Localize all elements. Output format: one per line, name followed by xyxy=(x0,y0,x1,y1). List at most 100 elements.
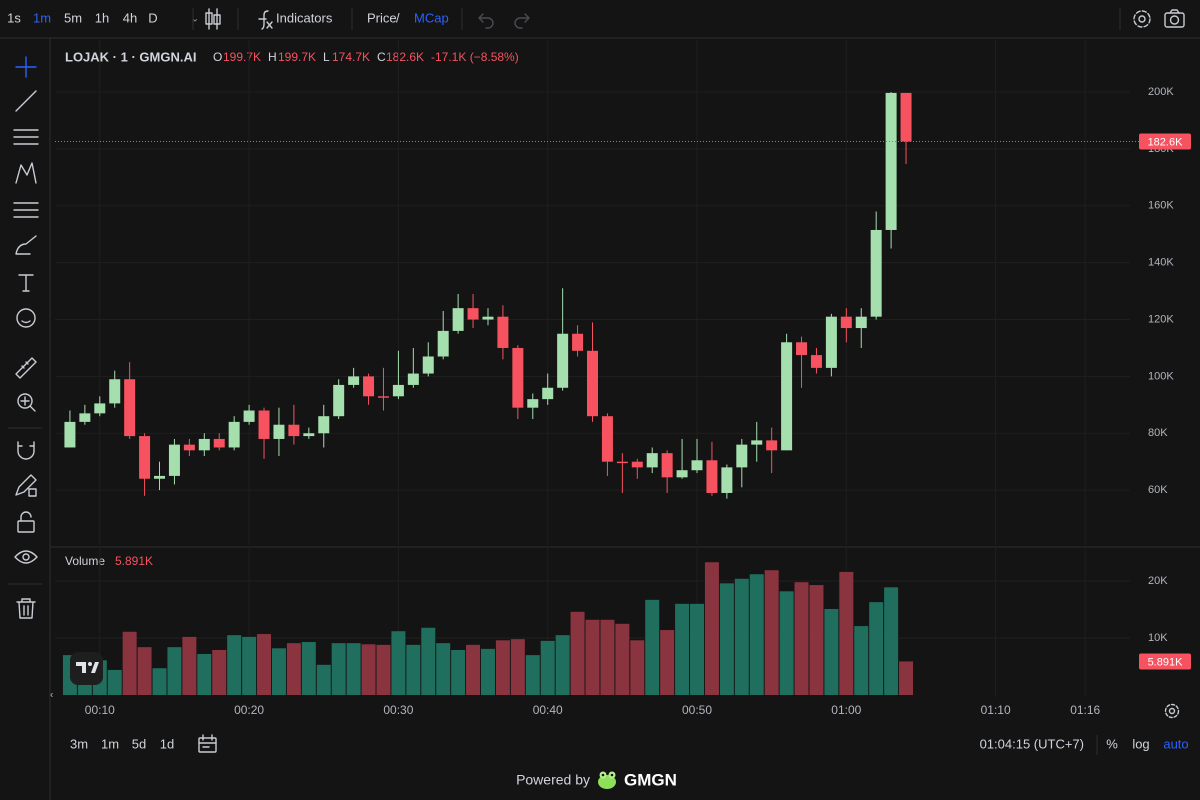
settings-button[interactable] xyxy=(1133,10,1151,28)
volume-bar xyxy=(167,647,182,696)
candle-body xyxy=(542,387,554,400)
interval-button[interactable]: 5m xyxy=(64,10,82,25)
ruler-tool[interactable] xyxy=(15,357,37,379)
volume-bar xyxy=(466,644,481,696)
lock-drawings-tool[interactable] xyxy=(15,474,37,497)
auto-toggle[interactable]: auto xyxy=(1163,736,1188,751)
legend-value: 174.7K xyxy=(332,50,370,64)
candle-body xyxy=(661,453,673,478)
candle-body xyxy=(706,460,718,493)
legend-change: -17.1K (−8.58%) xyxy=(431,50,519,64)
y-tick-label: 80K xyxy=(1148,427,1168,439)
price-toggle[interactable]: Price xyxy=(367,10,397,25)
candle-body xyxy=(168,444,180,476)
text-tool[interactable] xyxy=(18,274,34,292)
indicators-icon[interactable] xyxy=(258,10,273,30)
pattern-tool[interactable] xyxy=(15,162,37,184)
interval-button[interactable]: 1m xyxy=(33,10,51,25)
candle-body xyxy=(601,416,613,462)
log-toggle[interactable]: log xyxy=(1132,736,1149,751)
volume-bar xyxy=(495,640,510,696)
volume-bar xyxy=(331,643,346,696)
volume-bar xyxy=(346,643,361,696)
x-tick-label: 00:30 xyxy=(383,703,413,717)
interval-button[interactable]: 1s xyxy=(7,10,21,25)
trend-line-tool[interactable] xyxy=(15,90,37,112)
zoom-tool[interactable] xyxy=(17,393,36,412)
y-tick-label: 20K xyxy=(1148,575,1168,587)
interval-button[interactable]: D xyxy=(148,10,157,25)
volume-badge xyxy=(1139,653,1191,670)
interval-menu[interactable]: ⌄ xyxy=(191,14,199,25)
range-button[interactable]: 3m xyxy=(70,736,88,751)
interval-button[interactable]: 4h xyxy=(123,10,137,25)
screenshot-button[interactable] xyxy=(1164,9,1185,28)
y-tick-label: 140K xyxy=(1148,257,1174,269)
legend-key: L xyxy=(323,50,330,64)
lock-tool[interactable] xyxy=(17,511,35,533)
hide-tool[interactable] xyxy=(14,550,38,564)
date-range-button[interactable] xyxy=(198,734,217,753)
candle-body xyxy=(407,373,419,385)
undo-button[interactable] xyxy=(478,13,494,29)
tv-logo xyxy=(70,652,103,685)
drawing-toolbar xyxy=(7,37,51,800)
candle-body xyxy=(228,421,240,448)
y-tick-label: 160K xyxy=(1148,200,1174,212)
last-price-badge xyxy=(1139,133,1191,150)
interval-button[interactable]: 1h xyxy=(95,10,109,25)
redo-button[interactable] xyxy=(514,13,530,29)
candle-body xyxy=(288,424,300,437)
volume-bar xyxy=(899,661,914,696)
candle-body xyxy=(512,347,524,408)
candle-body xyxy=(766,440,778,451)
candle-body xyxy=(452,308,464,331)
volume-bar xyxy=(286,643,301,696)
candle-body xyxy=(273,424,285,439)
candle-body xyxy=(109,379,121,404)
volume-bar xyxy=(361,644,376,696)
gmgn-logo xyxy=(598,771,616,789)
slash: / xyxy=(396,10,400,25)
emoji-tool[interactable] xyxy=(16,308,36,328)
chart-type-button[interactable] xyxy=(205,8,221,30)
scroll-left[interactable]: ‹ xyxy=(50,690,53,701)
volume-bar xyxy=(704,562,719,696)
crosshair-tool[interactable] xyxy=(15,56,37,78)
fib-tool[interactable] xyxy=(13,202,39,218)
delete-tool[interactable] xyxy=(16,598,36,619)
candle-body xyxy=(94,403,106,414)
candle-body xyxy=(258,410,270,439)
y-tick-label: 200K xyxy=(1148,86,1174,98)
brush-tool[interactable] xyxy=(15,235,37,255)
candle-body xyxy=(616,461,628,464)
indicators-button[interactable]: Indicators xyxy=(276,10,333,25)
candle-body xyxy=(392,384,404,397)
volume-bar xyxy=(839,571,854,696)
candle-body xyxy=(437,330,449,357)
volume-bar xyxy=(869,602,884,696)
legend-value: 199.7K xyxy=(223,50,261,64)
range-button[interactable]: 1d xyxy=(160,736,174,751)
mcap-toggle[interactable]: MCap xyxy=(414,10,449,25)
magnet-tool[interactable] xyxy=(17,441,35,460)
range-button[interactable]: 5d xyxy=(132,736,146,751)
percent-toggle[interactable]: % xyxy=(1106,736,1118,751)
horizontal-lines-tool[interactable] xyxy=(13,129,39,145)
x-tick-label: 00:10 xyxy=(85,703,115,717)
volume-bar xyxy=(764,570,779,696)
candle-body xyxy=(124,379,136,437)
candle-body xyxy=(751,440,763,445)
candle-body xyxy=(781,342,793,451)
y-tick-label: 120K xyxy=(1148,313,1174,325)
x-tick-label: 00:20 xyxy=(234,703,264,717)
axis-settings[interactable] xyxy=(1164,703,1180,719)
last-price-label: 182.6K xyxy=(1148,136,1184,148)
x-tick-label: 00:50 xyxy=(682,703,712,717)
volume-bar xyxy=(660,630,675,696)
volume-bar xyxy=(107,669,122,696)
volume-bar xyxy=(824,608,839,696)
range-button[interactable]: 1m xyxy=(101,736,119,751)
volume-bar xyxy=(779,591,794,696)
